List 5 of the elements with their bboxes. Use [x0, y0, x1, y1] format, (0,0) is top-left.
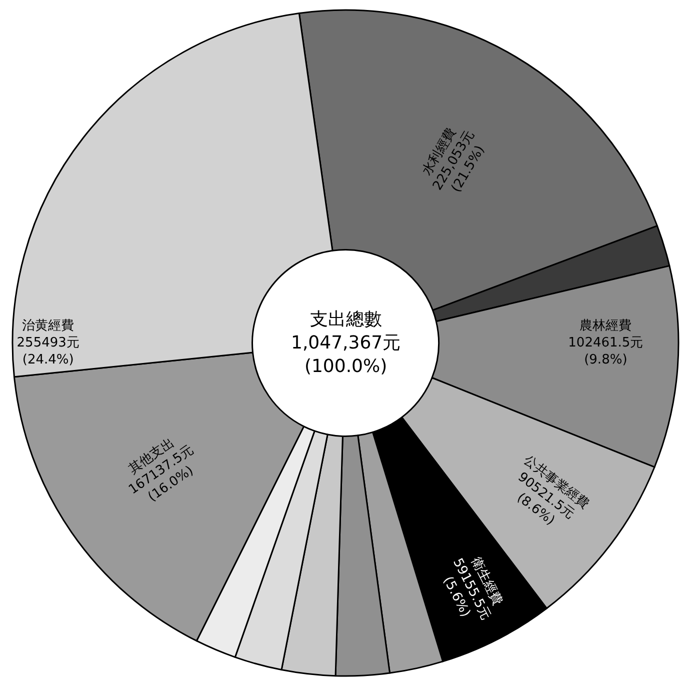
slice-label: 治黄經費 [22, 318, 74, 334]
slice-label: 農林經費 [580, 318, 632, 334]
text: 支出總數 1,047,367元 (100.0%) [291, 309, 401, 377]
data-label: 102461.5元 (9.8%) [568, 336, 644, 368]
data-label: 255493元 (24.4%) [16, 336, 80, 368]
